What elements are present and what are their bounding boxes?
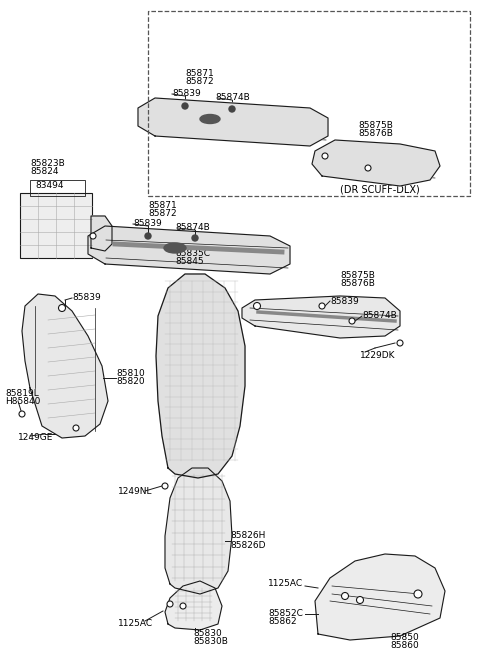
Circle shape bbox=[73, 425, 79, 431]
Text: 1125AC: 1125AC bbox=[268, 579, 303, 588]
Circle shape bbox=[319, 303, 325, 309]
Polygon shape bbox=[22, 294, 108, 438]
Text: 85839: 85839 bbox=[330, 297, 359, 306]
Polygon shape bbox=[312, 140, 440, 186]
Text: 85826H: 85826H bbox=[230, 531, 265, 541]
Text: 85872: 85872 bbox=[148, 209, 177, 218]
Text: 85839: 85839 bbox=[343, 144, 372, 152]
Text: 1229DK: 1229DK bbox=[360, 352, 396, 361]
Polygon shape bbox=[88, 226, 290, 274]
Circle shape bbox=[19, 411, 25, 417]
Circle shape bbox=[253, 302, 261, 310]
Ellipse shape bbox=[200, 115, 220, 123]
Text: 85839: 85839 bbox=[172, 89, 201, 98]
Circle shape bbox=[229, 106, 235, 112]
Circle shape bbox=[182, 103, 188, 109]
Bar bbox=[148, 11, 470, 196]
Circle shape bbox=[192, 235, 198, 241]
Text: 85820: 85820 bbox=[116, 377, 144, 386]
Text: 85875B: 85875B bbox=[358, 121, 393, 131]
Circle shape bbox=[180, 603, 186, 609]
Circle shape bbox=[341, 592, 348, 600]
Text: (DR SCUFF-DLX): (DR SCUFF-DLX) bbox=[340, 185, 420, 195]
Text: 85852C: 85852C bbox=[268, 609, 303, 617]
Text: 85845: 85845 bbox=[175, 256, 204, 266]
Text: 85823B: 85823B bbox=[30, 159, 65, 167]
Polygon shape bbox=[165, 581, 222, 630]
Text: 83494: 83494 bbox=[35, 182, 63, 190]
Text: H85840: H85840 bbox=[5, 396, 40, 405]
Text: 85860: 85860 bbox=[390, 642, 419, 651]
Circle shape bbox=[162, 483, 168, 489]
Circle shape bbox=[90, 233, 96, 239]
Text: 1249NL: 1249NL bbox=[118, 487, 153, 495]
Circle shape bbox=[397, 340, 403, 346]
Text: 85871: 85871 bbox=[148, 201, 177, 211]
Text: 85876B: 85876B bbox=[340, 279, 375, 289]
Text: 85810: 85810 bbox=[116, 369, 145, 377]
Text: 85830: 85830 bbox=[193, 630, 222, 638]
Text: 1249GE: 1249GE bbox=[18, 434, 53, 443]
Circle shape bbox=[349, 318, 355, 324]
Text: 85874B: 85874B bbox=[380, 159, 415, 169]
Text: 85872: 85872 bbox=[185, 77, 214, 87]
Text: 85830B: 85830B bbox=[193, 638, 228, 647]
Circle shape bbox=[322, 153, 328, 159]
Text: 85874B: 85874B bbox=[175, 224, 210, 232]
Text: 85819L: 85819L bbox=[5, 388, 39, 398]
Circle shape bbox=[167, 601, 173, 607]
Text: 85876B: 85876B bbox=[358, 129, 393, 138]
Circle shape bbox=[365, 165, 371, 171]
Circle shape bbox=[59, 304, 65, 312]
Text: 85826D: 85826D bbox=[230, 541, 265, 550]
Text: 85862: 85862 bbox=[268, 617, 297, 626]
Circle shape bbox=[145, 233, 151, 239]
Text: 85824: 85824 bbox=[30, 167, 59, 176]
Circle shape bbox=[414, 590, 422, 598]
Polygon shape bbox=[91, 216, 112, 251]
Text: 1125AC: 1125AC bbox=[118, 619, 153, 628]
Text: 85874B: 85874B bbox=[362, 312, 397, 321]
Text: 85850: 85850 bbox=[390, 634, 419, 642]
Text: 85835C: 85835C bbox=[175, 249, 210, 258]
Polygon shape bbox=[156, 274, 245, 478]
Ellipse shape bbox=[164, 243, 186, 253]
Text: 85871: 85871 bbox=[185, 70, 214, 79]
Text: 85839: 85839 bbox=[133, 220, 162, 228]
Text: 85874B: 85874B bbox=[215, 94, 250, 102]
Polygon shape bbox=[242, 296, 400, 338]
Polygon shape bbox=[138, 98, 328, 146]
Polygon shape bbox=[165, 468, 232, 594]
Text: 85875B: 85875B bbox=[340, 272, 375, 281]
Polygon shape bbox=[315, 554, 445, 640]
Bar bbox=[30, 180, 85, 196]
Text: 85839: 85839 bbox=[72, 293, 101, 302]
Bar bbox=[20, 193, 92, 258]
Circle shape bbox=[357, 596, 363, 604]
